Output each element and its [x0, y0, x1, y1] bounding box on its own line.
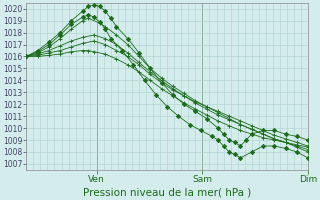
X-axis label: Pression niveau de la mer( hPa ): Pression niveau de la mer( hPa )	[83, 187, 251, 197]
